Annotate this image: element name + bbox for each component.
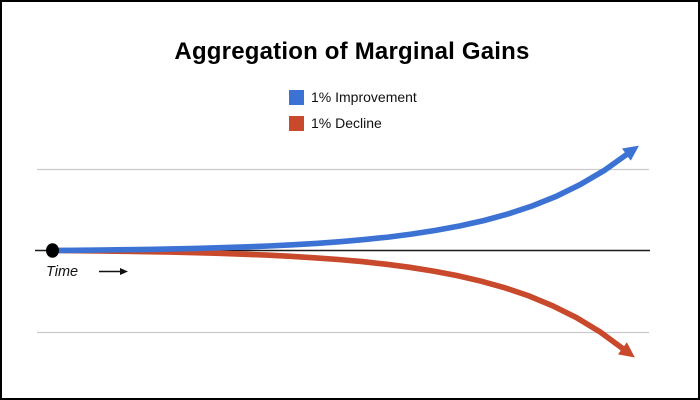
legend-label-improvement: 1% Improvement [311,89,417,105]
decline-curve [49,247,635,358]
improvement-curve [49,145,639,254]
x-axis-label: Time [46,264,79,280]
legend-item-improvement: 1% Improvement [289,90,417,105]
legend-label-decline: 1% Decline [311,115,382,131]
legend-item-decline: 1% Decline [289,116,417,131]
legend: 1% Improvement 1% Decline [289,90,417,142]
improvement-swatch-icon [289,90,304,105]
decline-swatch-icon [289,116,304,131]
origin-dot [46,243,59,258]
chart-title: Aggregation of Marginal Gains [174,38,530,65]
